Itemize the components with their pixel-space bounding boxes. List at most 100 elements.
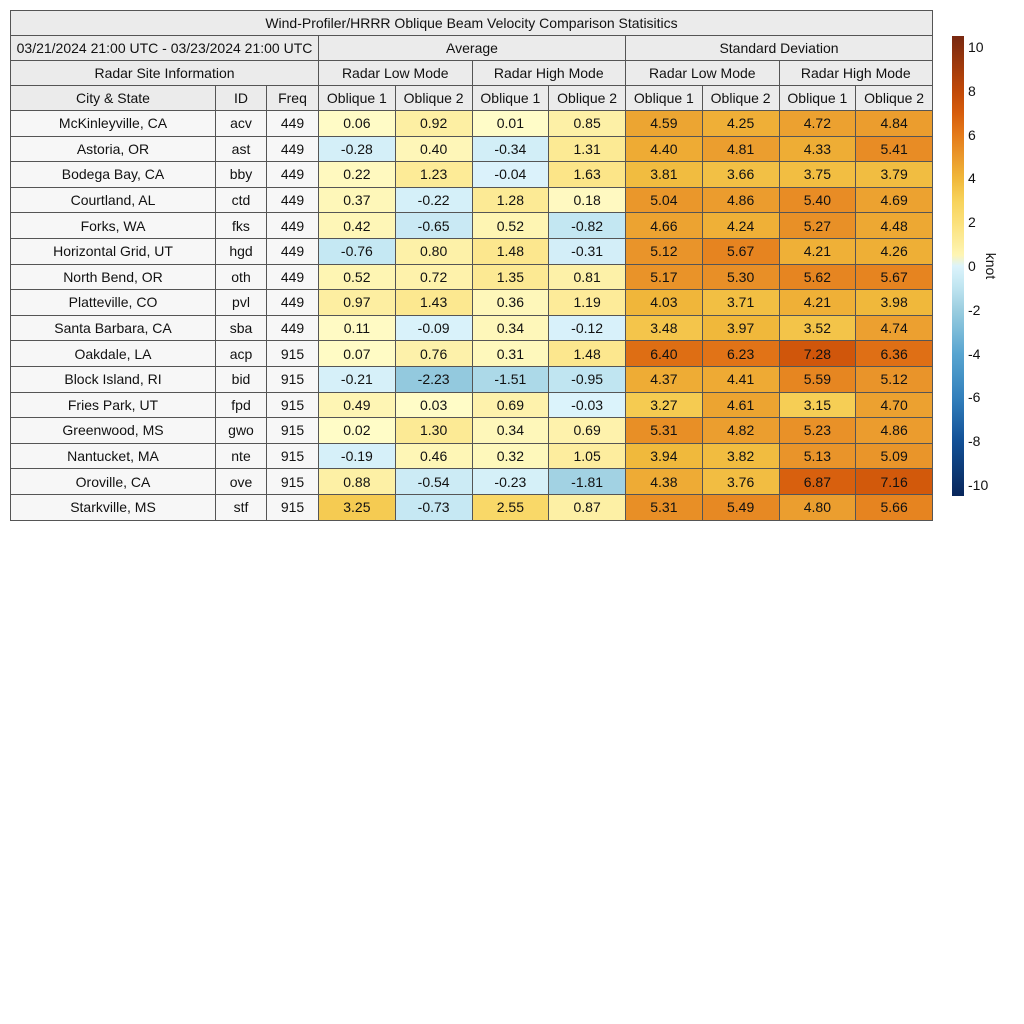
value-cell: 4.86	[855, 417, 933, 444]
value-cell: 4.37	[625, 365, 703, 393]
value-cell: 0.97	[318, 289, 396, 316]
value-cell: 5.09	[855, 442, 933, 470]
site-city: Forks, WA	[10, 212, 216, 239]
value-cell: 5.12	[855, 365, 933, 393]
value-cell: -0.95	[548, 365, 626, 393]
value-cell: 5.12	[625, 237, 703, 265]
value-cell: -0.19	[318, 442, 396, 470]
value-cell: 6.40	[625, 340, 703, 367]
value-cell: 0.72	[394, 263, 473, 291]
mode-header: Radar High Mode	[778, 60, 933, 86]
value-cell: 1.28	[471, 186, 550, 214]
colorbar-tick-label: 0	[968, 258, 976, 274]
colorbar-tick-label: -4	[968, 345, 981, 362]
colorbar-tick-label: 10	[968, 38, 984, 55]
column-header: Freq	[266, 85, 319, 111]
value-cell: 4.38	[625, 468, 703, 495]
value-cell: 4.21	[778, 237, 857, 265]
value-cell: 0.80	[394, 237, 473, 265]
value-cell: 0.01	[471, 110, 550, 137]
table-row: Horizontal Grid, UT hgd 449 -0.76 0.80 1.48 -0…	[10, 237, 933, 265]
colorbar-tick-label: -2	[968, 301, 981, 318]
value-cell: 3.27	[625, 391, 703, 419]
value-cell: 2.55	[471, 493, 550, 521]
value-cell: 5.27	[778, 212, 857, 239]
value-cell: 1.30	[394, 417, 473, 444]
site-city: Horizontal Grid, UT	[10, 237, 216, 265]
value-cell: 6.87	[778, 468, 857, 495]
site-id: ctd	[215, 186, 267, 214]
table-row: Courtland, AL ctd 449 0.37 -0.22 1.28 0.18 5.04…	[10, 186, 933, 214]
colorbar-tick-label: 2	[968, 214, 976, 231]
group-average: Average	[318, 35, 626, 61]
value-cell: 5.49	[701, 493, 780, 521]
site-freq: 449	[266, 135, 319, 163]
site-city: Oroville, CA	[10, 468, 216, 495]
site-freq: 915	[266, 417, 319, 444]
value-cell: 1.31	[548, 135, 626, 163]
value-cell: 3.25	[318, 493, 396, 521]
site-freq: 449	[266, 161, 319, 188]
value-cell: 3.75	[778, 161, 857, 188]
site-id: stf	[215, 493, 267, 521]
value-cell: 4.24	[701, 212, 780, 239]
site-id: sba	[215, 314, 267, 342]
value-cell: 4.59	[625, 110, 703, 137]
table-row: Block Island, RI bid 915 -0.21 -2.23 -1.51 -0.…	[10, 365, 933, 393]
value-cell: 1.43	[394, 289, 473, 316]
site-city: Fries Park, UT	[10, 391, 216, 419]
site-id: fpd	[215, 391, 267, 419]
column-header: City & State	[10, 85, 216, 111]
value-cell: -0.21	[318, 365, 396, 393]
column-header: Oblique 1	[625, 85, 703, 111]
colorbar	[952, 36, 964, 496]
value-cell: 0.81	[548, 263, 626, 291]
site-freq: 915	[266, 468, 319, 495]
site-freq: 449	[266, 237, 319, 265]
site-id: acv	[215, 110, 267, 137]
site-freq: 449	[266, 263, 319, 291]
site-freq: 449	[266, 314, 319, 342]
value-cell: 0.03	[394, 391, 473, 419]
value-cell: 4.69	[855, 186, 933, 214]
value-cell: 4.61	[701, 391, 780, 419]
value-cell: 0.37	[318, 186, 396, 214]
comparison-table: Wind-Profiler/HRRR Oblique Beam Velocity…	[10, 10, 933, 521]
site-id: bid	[215, 365, 267, 393]
value-cell: 1.23	[394, 161, 473, 188]
site-city: Bodega Bay, CA	[10, 161, 216, 188]
site-id: nte	[215, 442, 267, 470]
value-cell: 0.31	[471, 340, 550, 367]
value-cell: 3.98	[855, 289, 933, 316]
value-cell: 0.11	[318, 314, 396, 342]
site-freq: 449	[266, 186, 319, 214]
value-cell: -0.54	[394, 468, 473, 495]
value-cell: 4.33	[778, 135, 857, 163]
value-cell: 5.59	[778, 365, 857, 393]
site-freq: 449	[266, 212, 319, 239]
value-cell: 5.17	[625, 263, 703, 291]
value-cell: -0.12	[548, 314, 626, 342]
value-cell: -0.73	[394, 493, 473, 521]
value-cell: 4.03	[625, 289, 703, 316]
table-row: Astoria, OR ast 449 -0.28 0.40 -0.34 1.31 4.40 4…	[10, 135, 933, 163]
value-cell: 4.82	[701, 417, 780, 444]
site-id: bby	[215, 161, 267, 188]
site-city: Courtland, AL	[10, 186, 216, 214]
value-cell: 4.40	[625, 135, 703, 163]
value-cell: -1.81	[548, 468, 626, 495]
value-cell: 4.41	[701, 365, 780, 393]
value-cell: -0.31	[548, 237, 626, 265]
value-cell: 3.76	[701, 468, 780, 495]
mode-header: Radar Low Mode	[318, 60, 473, 86]
mode-header: Radar High Mode	[471, 60, 626, 86]
table-row: Greenwood, MS gwo 915 0.02 1.30 0.34 0.69 5.31 4…	[10, 417, 933, 444]
value-cell: 6.23	[701, 340, 780, 367]
table-row: Fries Park, UT fpd 915 0.49 0.03 0.69 -0.03 3.2…	[10, 391, 933, 419]
value-cell: 4.84	[855, 110, 933, 137]
group-stddev: Standard Deviation	[625, 35, 933, 61]
value-cell: -0.28	[318, 135, 396, 163]
value-cell: -0.04	[471, 161, 550, 188]
value-cell: 0.76	[394, 340, 473, 367]
value-cell: 0.42	[318, 212, 396, 239]
